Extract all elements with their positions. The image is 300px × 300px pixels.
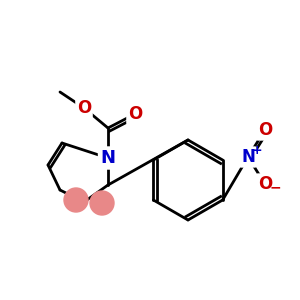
Text: +: + [252,143,262,157]
Circle shape [90,191,114,215]
Circle shape [64,188,88,212]
Text: O: O [77,99,91,117]
Text: O: O [258,175,272,193]
Text: N: N [100,149,116,167]
Text: N: N [241,148,255,166]
Text: −: − [269,180,281,194]
Text: O: O [258,121,272,139]
Text: O: O [128,105,142,123]
